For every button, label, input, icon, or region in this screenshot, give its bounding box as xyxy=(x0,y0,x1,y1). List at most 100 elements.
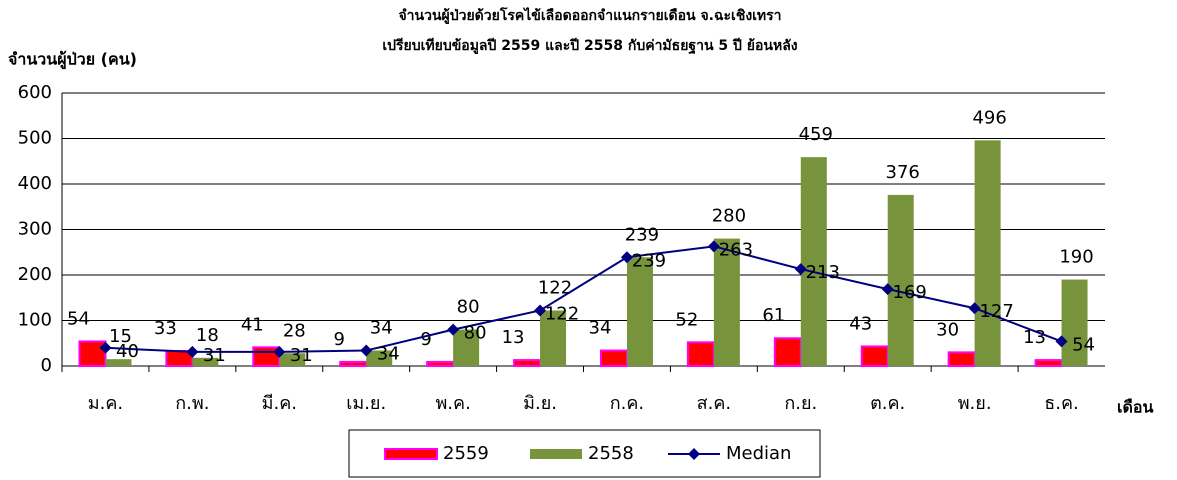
x-axis-label: เดือน xyxy=(1117,398,1153,417)
data-label: 34 xyxy=(377,344,400,365)
data-label: 122 xyxy=(538,277,572,298)
data-label: 34 xyxy=(589,318,612,339)
y-tick-label: 400 xyxy=(18,173,52,194)
bar xyxy=(800,157,827,366)
line xyxy=(105,245,1062,353)
data-label: 190 xyxy=(1059,247,1093,268)
data-label: 122 xyxy=(545,303,579,324)
bar xyxy=(78,340,107,367)
data-label: 33 xyxy=(154,318,177,339)
x-tick-label: พ.ค. xyxy=(435,393,470,414)
line-marker xyxy=(1055,335,1068,348)
bar xyxy=(513,359,542,367)
data-label: 280 xyxy=(712,206,746,227)
line-marker xyxy=(447,323,460,336)
bar xyxy=(599,349,628,367)
bar xyxy=(339,360,368,367)
bar xyxy=(947,351,976,368)
data-label: 54 xyxy=(67,308,90,329)
data-label: 61 xyxy=(762,305,785,326)
data-label: 80 xyxy=(457,297,480,318)
x-tick-label: พ.ย. xyxy=(958,393,992,414)
data-label: 30 xyxy=(936,319,959,340)
x-tick-label: ก.พ. xyxy=(175,393,209,414)
data-label: 169 xyxy=(893,282,927,303)
line-marker xyxy=(794,263,807,276)
bar xyxy=(540,310,567,366)
y-tick-label: 0 xyxy=(41,355,52,376)
data-label: 52 xyxy=(675,309,698,330)
data-label: 41 xyxy=(241,314,264,335)
bar xyxy=(1034,359,1063,367)
data-label: 263 xyxy=(719,239,753,260)
line-marker xyxy=(99,341,112,354)
data-label: 239 xyxy=(625,224,659,245)
x-tick-label: ธ.ค. xyxy=(1044,393,1078,414)
data-label: 43 xyxy=(849,313,872,334)
legend-swatch xyxy=(384,448,438,460)
bar xyxy=(453,329,480,366)
chart-subtitle: เปรียบเทียบข้อมูลปี 2559 และปี 2558 กับค… xyxy=(382,38,797,55)
bar xyxy=(773,337,802,367)
line-marker xyxy=(273,345,286,358)
x-tick-label: มี.ค. xyxy=(262,393,297,414)
line-marker xyxy=(534,304,547,317)
x-tick-label: ก.ย. xyxy=(784,393,817,414)
data-label: 31 xyxy=(290,345,313,366)
bar xyxy=(1061,279,1088,366)
data-label: 496 xyxy=(972,107,1006,128)
bar xyxy=(713,238,740,366)
line-marker xyxy=(360,344,373,357)
bar xyxy=(105,359,132,366)
line-marker xyxy=(707,240,720,253)
bar xyxy=(974,140,1001,366)
y-tick-label: 500 xyxy=(18,128,52,149)
data-label: 9 xyxy=(333,329,344,350)
data-label: 239 xyxy=(632,250,666,271)
data-label: 459 xyxy=(799,124,833,145)
y-tick-label: 300 xyxy=(18,219,52,240)
line-marker xyxy=(881,283,894,296)
data-label: 213 xyxy=(806,262,840,283)
y-axis-label: จำนวนผู้ป่วย (คน) xyxy=(8,50,137,71)
data-label: 376 xyxy=(886,162,920,183)
legend-marker xyxy=(688,448,700,460)
y-tick-label: 100 xyxy=(18,310,52,331)
data-label: 31 xyxy=(203,345,226,366)
x-tick-label: ก.ค. xyxy=(610,393,644,414)
y-tick-label: 200 xyxy=(18,264,52,285)
bar xyxy=(626,257,653,366)
data-label: 127 xyxy=(979,301,1013,322)
x-tick-label: เม.ย. xyxy=(346,393,386,414)
bar xyxy=(366,350,393,366)
data-label: 15 xyxy=(109,326,132,347)
line-marker xyxy=(968,302,981,315)
line-marker xyxy=(186,345,199,358)
line-marker xyxy=(620,251,633,264)
data-label: 13 xyxy=(502,327,525,348)
x-tick-label: ม.ค. xyxy=(88,393,123,414)
x-tick-label: ส.ค. xyxy=(697,393,731,414)
bar xyxy=(860,345,889,367)
data-label: 54 xyxy=(1072,334,1095,355)
bar xyxy=(887,194,914,366)
bar xyxy=(686,341,715,367)
bar xyxy=(279,353,306,366)
x-tick-label: ต.ค. xyxy=(870,393,905,414)
legend-label: 2558 xyxy=(588,443,634,464)
legend-swatch xyxy=(530,449,582,459)
bar xyxy=(192,357,219,366)
bar xyxy=(426,360,455,367)
legend-label: 2559 xyxy=(443,443,489,464)
data-label: 40 xyxy=(116,341,139,362)
data-label: 9 xyxy=(420,329,431,350)
data-label: 80 xyxy=(464,323,487,344)
legend-label: Median xyxy=(726,443,791,464)
data-label: 34 xyxy=(370,318,393,339)
x-tick-label: มิ.ย. xyxy=(523,393,557,414)
chart-title: จำนวนผู้ป่วยด้วยโรคไข้เลือดออกจำแนกรายเด… xyxy=(398,6,781,24)
y-tick-label: 600 xyxy=(18,82,52,103)
data-label: 18 xyxy=(196,325,219,346)
data-label: 28 xyxy=(283,320,306,341)
